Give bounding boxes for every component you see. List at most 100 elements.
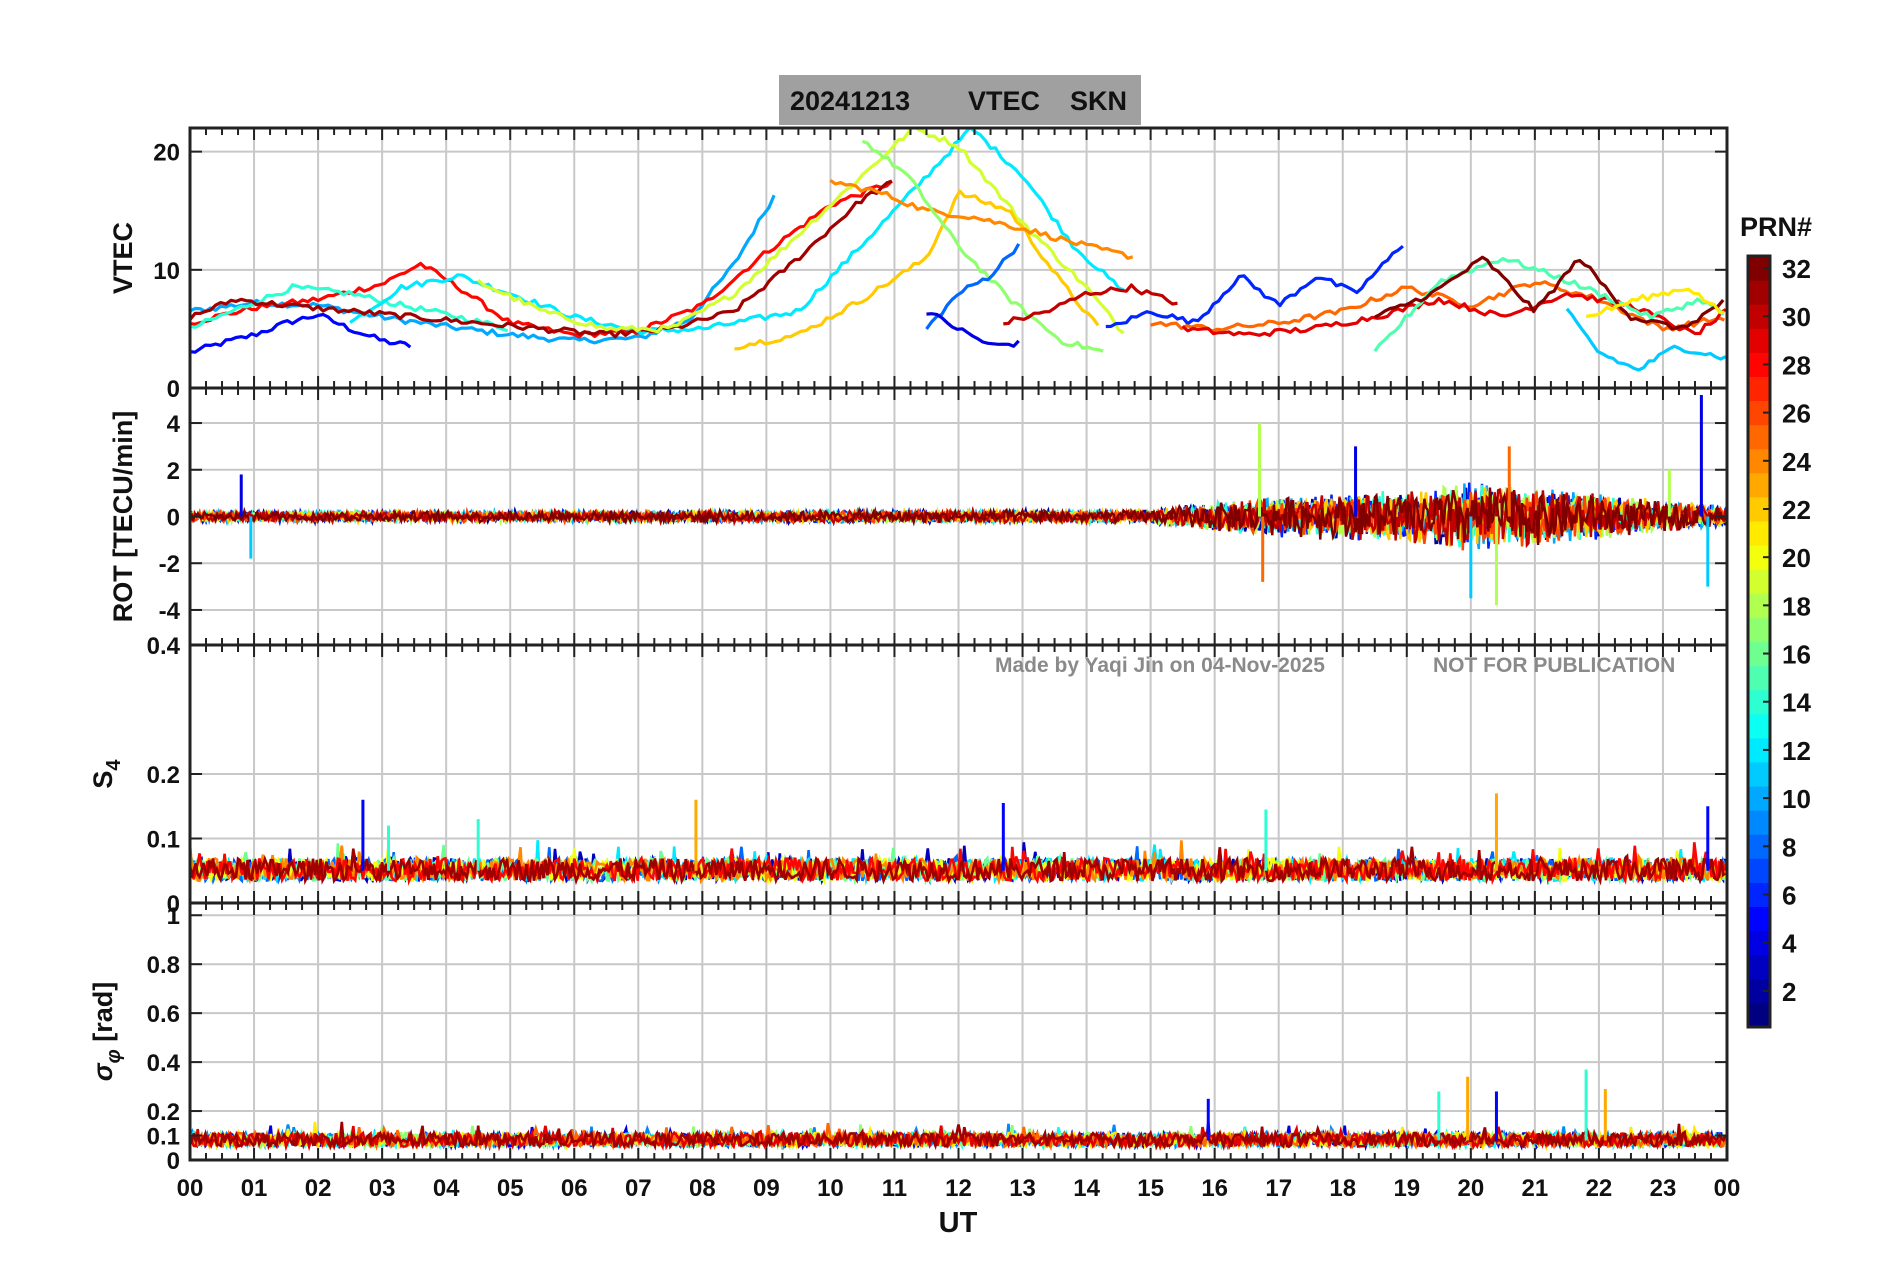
vtec-series-prn-22 bbox=[734, 189, 1100, 351]
vtec-series-prn-32 bbox=[1374, 255, 1725, 331]
colorbar-swatch-prn-27 bbox=[1748, 376, 1770, 402]
colorbar-tick-label: 24 bbox=[1782, 447, 1811, 477]
colorbar-swatch-prn-8 bbox=[1748, 834, 1770, 859]
xtick-label: 13 bbox=[1009, 1175, 1036, 1202]
ytick-label-rot: -4 bbox=[159, 598, 181, 625]
colorbar-swatch-prn-25 bbox=[1748, 424, 1770, 450]
ytick-label-rot: 2 bbox=[167, 458, 180, 485]
colorbar-tick-label: 28 bbox=[1782, 350, 1811, 380]
xtick-label: 11 bbox=[882, 1175, 907, 1202]
colorbar-swatch-prn-9 bbox=[1748, 810, 1770, 835]
xtick-label: 02 bbox=[305, 1175, 332, 1202]
title-box: 20241213 VTEC SKN bbox=[779, 75, 1141, 125]
panel-sigma_phi: 00.10.2 0.4 0.6 0.8 1 σφ [rad] 00 01 02 03 04 05 06 0… bbox=[88, 901, 1741, 1202]
vtec-series-prn-19 bbox=[477, 128, 1125, 335]
colorbar-swatch-prn-18 bbox=[1748, 593, 1770, 618]
s4-series-prn-28 bbox=[190, 842, 1727, 886]
colorbar-frame bbox=[1746, 254, 1772, 1029]
vtec-series-prn-11 bbox=[1565, 307, 1727, 372]
xtick-label: 03 bbox=[369, 1175, 396, 1202]
colorbar-swatch-prn-23 bbox=[1748, 472, 1770, 498]
title-quantity: VTEC bbox=[968, 86, 1040, 116]
vtec-series-prn-12 bbox=[349, 128, 1125, 336]
colorbar-swatch-prn-28 bbox=[1748, 352, 1770, 377]
colorbar-swatch-prn-7 bbox=[1748, 858, 1770, 883]
vtec-series-prn-14 bbox=[190, 283, 509, 333]
vtec-series-prn-6 bbox=[1105, 244, 1404, 329]
ytick-label-sigma_phi: 0 bbox=[167, 1148, 180, 1175]
ytick-label-sigma_phi: 0.6 bbox=[147, 1001, 180, 1028]
ylabel-vtec: VTEC bbox=[108, 222, 138, 294]
colorbar-swatch-prn-15 bbox=[1748, 665, 1770, 691]
ytick-label-vtec: 10 bbox=[153, 258, 180, 285]
s4-series-prn-31 bbox=[190, 846, 1726, 886]
colorbar-tick-label: 26 bbox=[1782, 399, 1811, 429]
vtec-series-prn-5 bbox=[190, 312, 412, 354]
watermark-author: Made by Yaqi Jin on 04-Nov-2025 bbox=[995, 654, 1325, 677]
vtec-series-prn-10 bbox=[190, 194, 776, 345]
data-s4 bbox=[190, 793, 1727, 886]
colorbar-swatch-prn-12 bbox=[1748, 737, 1770, 763]
ytick-label-sigma_phi: 0.8 bbox=[147, 952, 180, 979]
colorbar-swatch-prn-19 bbox=[1748, 569, 1770, 594]
sigma_phi-series-prn-31 bbox=[190, 1121, 1727, 1152]
xtick-label: 20 bbox=[1457, 1175, 1484, 1202]
colorbar-tick-label: 4 bbox=[1782, 929, 1797, 959]
xtick-label: 00 bbox=[1714, 1175, 1741, 1202]
ytick-label-vtec: 20 bbox=[153, 140, 180, 167]
colorbar-swatch-prn-10 bbox=[1748, 786, 1770, 811]
xtick-label: 15 bbox=[1137, 1175, 1164, 1202]
xtick-label: 12 bbox=[945, 1175, 972, 1202]
xtick-label: 18 bbox=[1329, 1175, 1356, 1202]
colorbar-swatch-prn-26 bbox=[1748, 400, 1770, 426]
xtick-label: 06 bbox=[561, 1175, 588, 1202]
ytick-label-s4: 0.4 bbox=[147, 633, 181, 660]
colorbar-tick-label: 6 bbox=[1782, 880, 1796, 910]
ylabel-s4: S4 bbox=[88, 759, 125, 789]
colorbar-swatch-prn-31 bbox=[1748, 280, 1770, 305]
data-rot bbox=[190, 395, 1727, 606]
colorbar-tick-label: 8 bbox=[1782, 832, 1796, 862]
vtec-series-prn-4 bbox=[926, 312, 1020, 348]
colorbar-swatch-prn-4 bbox=[1748, 930, 1770, 956]
xtick-label: 16 bbox=[1201, 1175, 1228, 1202]
ytick-label-sigma_phi: 1 bbox=[167, 903, 180, 930]
vtec-series-prn-15 bbox=[1373, 256, 1725, 353]
x-axis-label: UT bbox=[939, 1207, 978, 1239]
colorbar-swatch-prn-29 bbox=[1748, 328, 1770, 353]
xtick-label: 14 bbox=[1073, 1175, 1100, 1202]
xtick-label: 04 bbox=[433, 1175, 460, 1202]
title-date: 20241213 bbox=[790, 86, 910, 116]
colorbar-swatch-prn-21 bbox=[1748, 521, 1770, 546]
xtick-label: 10 bbox=[817, 1175, 844, 1202]
xtick-label: 17 bbox=[1265, 1175, 1292, 1202]
colorbar-tick-label: 14 bbox=[1782, 688, 1811, 718]
colorbar-swatch-prn-20 bbox=[1748, 545, 1770, 570]
ytick-label-rot: 0 bbox=[167, 505, 180, 532]
vtec-series-prn-30 bbox=[1003, 283, 1178, 326]
ytick-label-s4: 0.1 bbox=[147, 827, 180, 854]
xtick-label: 05 bbox=[497, 1175, 524, 1202]
colorbar-swatch-prn-22 bbox=[1748, 496, 1770, 522]
colorbar-tick-label: 12 bbox=[1782, 736, 1811, 766]
ytick-label-s4: 0.2 bbox=[147, 762, 180, 789]
colorbar-swatch-prn-30 bbox=[1748, 304, 1770, 329]
ytick-label-sigma_phi: 0.4 bbox=[147, 1050, 181, 1077]
xtick-label: 19 bbox=[1393, 1175, 1420, 1202]
ytick-label-vtec: 0 bbox=[167, 376, 180, 403]
vtec-series-prn-21 bbox=[1585, 287, 1725, 319]
title-station: SKN bbox=[1070, 86, 1127, 116]
xtick-label: 22 bbox=[1586, 1175, 1613, 1202]
colorbar-swatch-prn-5 bbox=[1748, 906, 1770, 932]
colorbar-tick-label: 18 bbox=[1782, 591, 1811, 621]
colorbar-tick-label: 30 bbox=[1782, 302, 1811, 332]
colorbar-swatch-prn-17 bbox=[1748, 617, 1770, 642]
watermark-notice: NOT FOR PUBLICATION bbox=[1433, 654, 1675, 677]
vtec-series-prn-17 bbox=[861, 139, 1104, 353]
ytick-label-rot: -2 bbox=[159, 551, 180, 578]
ylabel-rot: ROT [TECU/min] bbox=[108, 411, 138, 622]
colorbar-tick-label: 32 bbox=[1782, 254, 1811, 284]
colorbar-swatch-prn-1 bbox=[1748, 1002, 1770, 1028]
